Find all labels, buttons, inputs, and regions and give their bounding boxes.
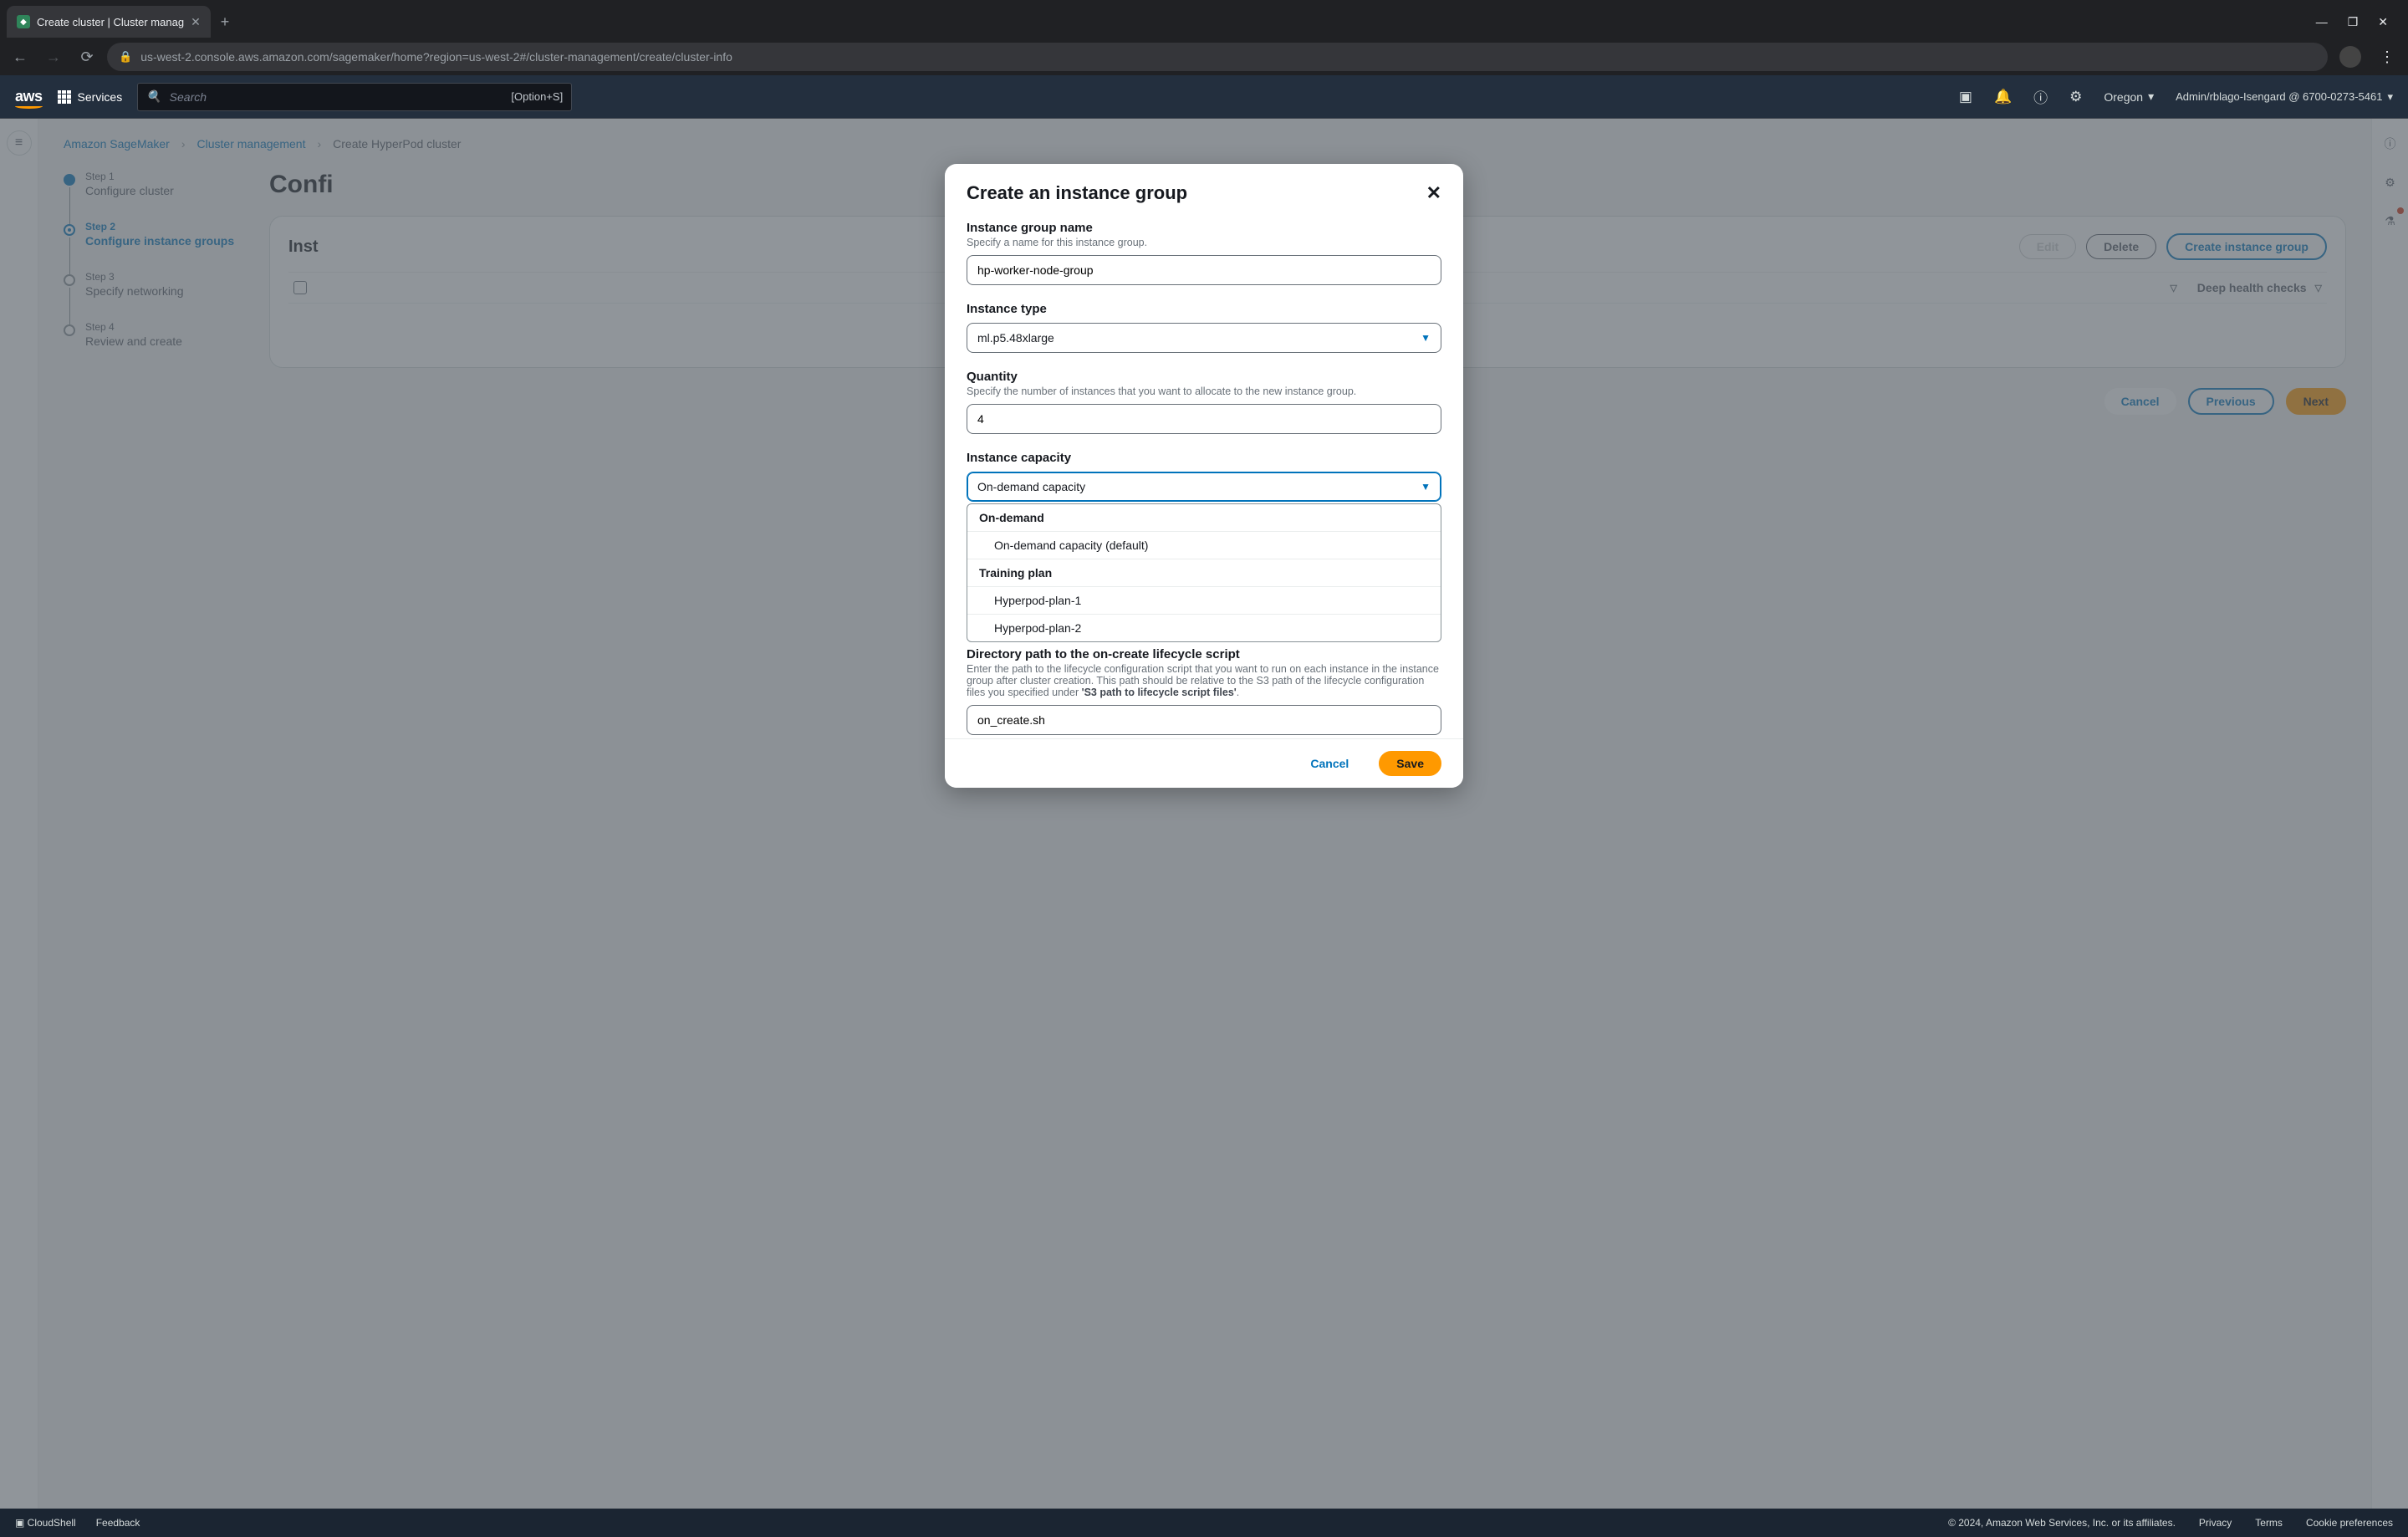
create-instance-group-modal: Create an instance group ✕ Instance grou… <box>945 164 1463 788</box>
dir-help: Enter the path to the lifecycle configur… <box>967 663 1441 698</box>
grid-icon <box>58 90 71 104</box>
dropdown-option-plan-2[interactable]: Hyperpod-plan-2 <box>967 615 1441 641</box>
capacity-label: Instance capacity <box>967 451 1441 465</box>
browser-chrome: ◆ Create cluster | Cluster manag ✕ + — ❐… <box>0 0 2408 75</box>
copyright-text: © 2024, Amazon Web Services, Inc. or its… <box>1948 1517 2176 1529</box>
help-icon[interactable]: ⓘ <box>2033 86 2048 107</box>
instance-type-select[interactable]: ml.p5.48xlarge ▼ <box>967 323 1441 353</box>
cloudshell-link[interactable]: ▣ CloudShell <box>15 1517 76 1529</box>
modal-save-button[interactable]: Save <box>1379 751 1441 776</box>
quantity-input[interactable] <box>967 404 1441 434</box>
chevron-down-icon: ▼ <box>1421 481 1431 493</box>
aws-top-nav: aws Services 🔍 Search [Option+S] ▣ 🔔 ⓘ ⚙… <box>0 75 2408 119</box>
profile-avatar[interactable] <box>2339 46 2361 68</box>
aws-search[interactable]: 🔍 Search [Option+S] <box>137 83 572 111</box>
cloudshell-icon[interactable]: ▣ <box>1959 89 1972 105</box>
search-placeholder: Search <box>170 90 207 104</box>
window-controls: — ❐ ✕ <box>2316 15 2401 29</box>
aws-nav-right: ▣ 🔔 ⓘ ⚙ Oregon ▾ Admin/rblago-Isengard @… <box>1959 86 2393 107</box>
aws-footer: ▣ CloudShell Feedback © 2024, Amazon Web… <box>0 1509 2408 1537</box>
dropdown-group-ondemand: On-demand <box>967 504 1441 532</box>
field-group-name: Instance group name Specify a name for t… <box>967 221 1441 285</box>
reload-button[interactable]: ⟳ <box>74 43 100 70</box>
region-label: Oregon <box>2104 90 2143 104</box>
dir-label: Directory path to the on-create lifecycl… <box>967 647 1441 661</box>
identity-menu[interactable]: Admin/rblago-Isengard @ 6700-0273-5461 ▾ <box>2176 90 2393 104</box>
field-dir-path: Directory path to the on-create lifecycl… <box>967 647 1441 730</box>
dropdown-option-ondemand-default[interactable]: On-demand capacity (default) <box>967 532 1441 559</box>
modal-cancel-button[interactable]: Cancel <box>1293 751 1365 776</box>
field-quantity: Quantity Specify the number of instances… <box>967 370 1441 434</box>
tab-close-icon[interactable]: ✕ <box>191 15 201 29</box>
cookies-link[interactable]: Cookie preferences <box>2306 1517 2393 1529</box>
capacity-select[interactable]: On-demand capacity ▼ <box>967 472 1441 502</box>
field-capacity: Instance capacity On-demand capacity ▼ O… <box>967 451 1441 642</box>
region-selector[interactable]: Oregon ▾ <box>2104 89 2154 104</box>
tab-strip: ◆ Create cluster | Cluster manag ✕ + — ❐… <box>0 0 2408 38</box>
search-icon: 🔍 <box>146 89 161 104</box>
lock-icon: 🔒 <box>119 50 132 64</box>
back-button[interactable]: ← <box>7 43 33 70</box>
field-instance-type: Instance type ml.p5.48xlarge ▼ <box>967 302 1441 353</box>
url-text: us-west-2.console.aws.amazon.com/sagemak… <box>140 50 2316 64</box>
maximize-icon[interactable]: ❐ <box>2348 15 2359 29</box>
url-bar[interactable]: 🔒 us-west-2.console.aws.amazon.com/sagem… <box>107 43 2328 71</box>
tab-favicon: ◆ <box>17 15 30 28</box>
type-label: Instance type <box>967 302 1441 316</box>
groupname-label: Instance group name <box>967 221 1441 235</box>
dir-path-input[interactable] <box>967 705 1441 735</box>
modal-header: Create an instance group ✕ <box>967 182 1441 204</box>
modal-body: Create an instance group ✕ Instance grou… <box>945 164 1463 738</box>
groupname-help: Specify a name for this instance group. <box>967 237 1441 248</box>
modal-title: Create an instance group <box>967 182 1426 204</box>
capacity-dropdown: On-demand On-demand capacity (default) T… <box>967 503 1441 642</box>
cloudshell-label: CloudShell <box>28 1517 76 1529</box>
browser-tab[interactable]: ◆ Create cluster | Cluster manag ✕ <box>7 6 211 38</box>
feedback-link[interactable]: Feedback <box>96 1517 140 1529</box>
type-value: ml.p5.48xlarge <box>977 331 1054 345</box>
services-menu[interactable]: Services <box>58 90 123 104</box>
browser-menu-icon[interactable]: ⋮ <box>2373 49 2401 66</box>
dropdown-group-training: Training plan <box>967 559 1441 587</box>
notifications-icon[interactable]: 🔔 <box>1994 89 2012 105</box>
close-window-icon[interactable]: ✕ <box>2378 15 2388 29</box>
services-label: Services <box>78 90 123 104</box>
dropdown-option-plan-1[interactable]: Hyperpod-plan-1 <box>967 587 1441 615</box>
dir-help-text-2: . <box>1237 687 1239 698</box>
groupname-input[interactable] <box>967 255 1441 285</box>
page-shell: ≡ Amazon SageMaker › Cluster management … <box>0 119 2408 1537</box>
forward-button[interactable]: → <box>40 43 67 70</box>
privacy-link[interactable]: Privacy <box>2199 1517 2232 1529</box>
dir-help-bold: 'S3 path to lifecycle script files' <box>1082 687 1237 698</box>
tab-title: Create cluster | Cluster manag <box>37 16 184 28</box>
capacity-value: On-demand capacity <box>977 480 1085 493</box>
qty-help: Specify the number of instances that you… <box>967 386 1441 397</box>
minimize-icon[interactable]: — <box>2316 15 2328 29</box>
identity-label: Admin/rblago-Isengard @ 6700-0273-5461 <box>2176 90 2382 103</box>
qty-label: Quantity <box>967 370 1441 384</box>
chevron-down-icon: ▼ <box>1421 332 1431 344</box>
chevron-down-icon: ▾ <box>2148 89 2154 104</box>
modal-footer: Cancel Save <box>945 738 1463 788</box>
new-tab-button[interactable]: + <box>221 13 230 31</box>
footer-right: © 2024, Amazon Web Services, Inc. or its… <box>1948 1517 2393 1529</box>
browser-toolbar: ← → ⟳ 🔒 us-west-2.console.aws.amazon.com… <box>0 38 2408 75</box>
chevron-down-icon: ▾ <box>2387 90 2393 104</box>
aws-logo[interactable]: aws <box>15 88 43 105</box>
settings-icon[interactable]: ⚙ <box>2069 89 2082 105</box>
search-shortcut: [Option+S] <box>511 90 563 103</box>
terms-link[interactable]: Terms <box>2255 1517 2283 1529</box>
modal-close-icon[interactable]: ✕ <box>1426 182 1441 204</box>
